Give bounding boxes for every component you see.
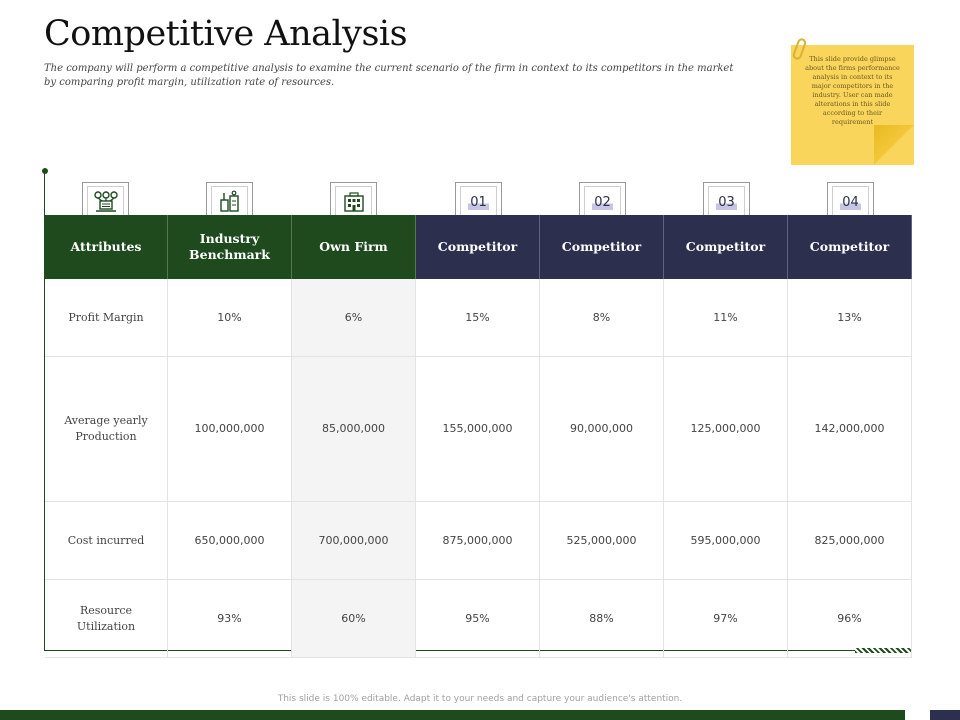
- timeline-dot: [42, 168, 48, 174]
- sticky-note-text: This slide provide glimpse about the fir…: [805, 55, 900, 126]
- table-cell: 142,000,000: [788, 357, 912, 502]
- table-cell: 100,000,000: [168, 357, 292, 502]
- competitor-2-number: 02: [592, 194, 613, 210]
- table-cell: 13%: [788, 279, 912, 357]
- sticky-note: This slide provide glimpse about the fir…: [791, 45, 914, 165]
- header-competitor-2: Competitor: [540, 215, 664, 279]
- left-border-line: [44, 171, 45, 651]
- table-cell: 85,000,000: [292, 357, 416, 502]
- header-attributes: Attributes: [45, 215, 168, 279]
- row-label-profit-margin: Profit Margin: [45, 279, 168, 357]
- header-own-firm: Own Firm: [292, 215, 416, 279]
- row-label-cost-incurred: Cost incurred: [45, 502, 168, 580]
- table-cell: 90,000,000: [540, 357, 664, 502]
- header-competitor-3: Competitor: [664, 215, 788, 279]
- table-cell: 700,000,000: [292, 502, 416, 580]
- table-cell: 125,000,000: [664, 357, 788, 502]
- footer-green-bar: [0, 710, 905, 720]
- bottom-border-line: [44, 650, 912, 651]
- table-cell: 97%: [664, 580, 788, 658]
- row-label-average-yearly-production: Average yearly Production: [45, 357, 168, 502]
- page-title: Competitive Analysis: [44, 14, 408, 54]
- footer-text: This slide is 100% editable. Adapt it to…: [277, 694, 683, 704]
- table-cell: 6%: [292, 279, 416, 357]
- table-cell: 595,000,000: [664, 502, 788, 580]
- header-competitor-1: Competitor: [416, 215, 540, 279]
- header-industry-benchmark: Industry Benchmark: [168, 215, 292, 279]
- header-competitor-4: Competitor: [788, 215, 912, 279]
- table-cell: 155,000,000: [416, 357, 540, 502]
- note-fold: [874, 125, 914, 165]
- table-cell: 825,000,000: [788, 502, 912, 580]
- table-cell: 8%: [540, 279, 664, 357]
- row-label-resource-utilization: Resource Utilization: [45, 580, 168, 658]
- table-cell: 525,000,000: [540, 502, 664, 580]
- competitor-4-number: 04: [840, 194, 861, 210]
- comparison-table: Attributes Industry Benchmark Own Firm C…: [45, 215, 912, 658]
- table-cell: 95%: [416, 580, 540, 658]
- own-firm-building-icon: [343, 192, 364, 212]
- table-cell: 875,000,000: [416, 502, 540, 580]
- hatch-decoration: [855, 648, 912, 653]
- table-cell: 60%: [292, 580, 416, 658]
- industry-benchmark-icon: [219, 190, 239, 212]
- table-cell: 93%: [168, 580, 292, 658]
- competitor-3-number: 03: [716, 194, 737, 210]
- table-cell: 96%: [788, 580, 912, 658]
- table-cell: 10%: [168, 279, 292, 357]
- competitor-1-number: 01: [468, 194, 489, 210]
- attributes-network-icon: [93, 191, 118, 212]
- table-cell: 88%: [540, 580, 664, 658]
- table-cell: 650,000,000: [168, 502, 292, 580]
- footer-navy-block: [930, 710, 960, 720]
- page-subtitle: The company will perform a competitive a…: [44, 63, 734, 88]
- table-cell: 11%: [664, 279, 788, 357]
- table-cell: 15%: [416, 279, 540, 357]
